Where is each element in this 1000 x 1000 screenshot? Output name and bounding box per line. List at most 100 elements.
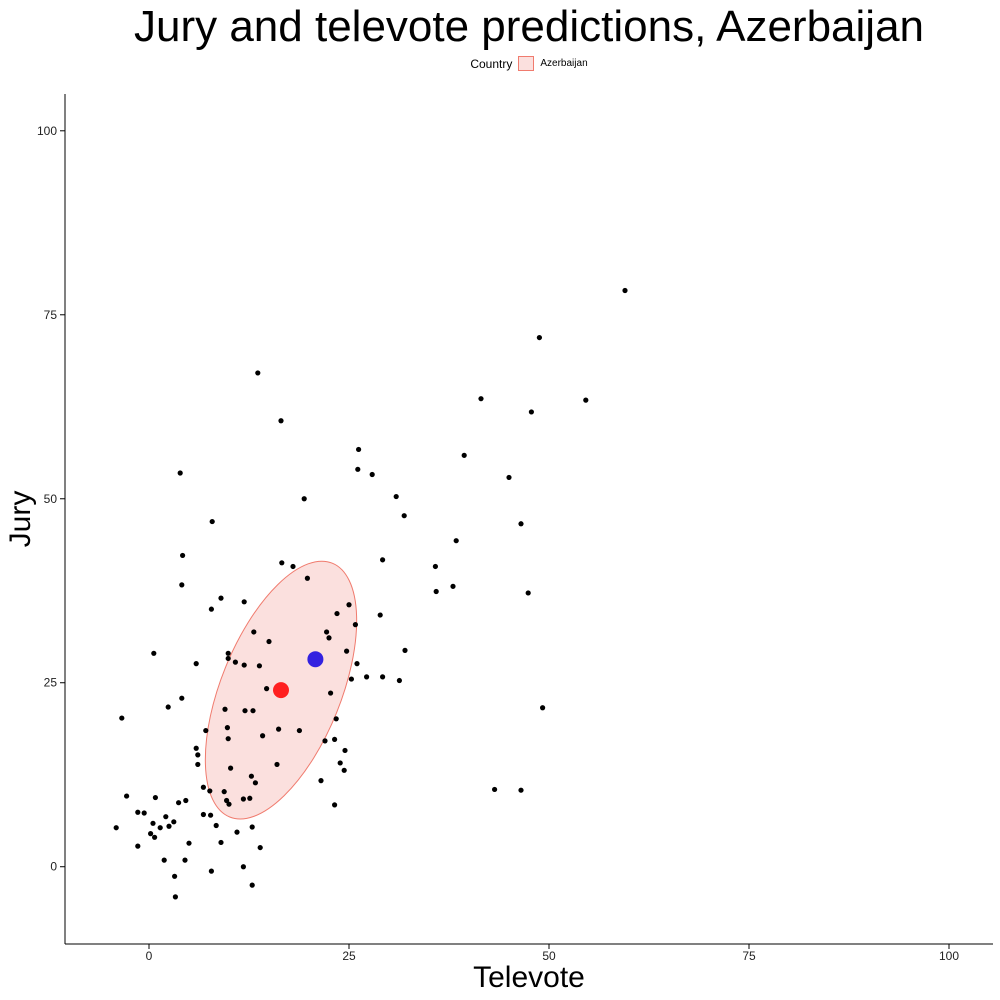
data-point	[337, 760, 343, 766]
data-point	[341, 767, 347, 773]
data-point	[333, 716, 339, 722]
data-point	[232, 659, 238, 665]
data-point	[225, 655, 231, 662]
data-point	[241, 662, 247, 668]
data-point	[518, 521, 524, 527]
data-point	[200, 811, 206, 818]
data-point	[326, 635, 332, 641]
data-point	[180, 552, 186, 559]
data-point	[228, 765, 234, 771]
data-point	[518, 787, 524, 793]
highlight-layer	[273, 651, 324, 699]
data-point	[195, 761, 201, 768]
data-point	[377, 612, 383, 618]
data-point	[225, 650, 231, 656]
data-point	[176, 800, 182, 806]
data-point	[369, 471, 375, 478]
data-point	[177, 470, 183, 476]
data-point	[279, 560, 285, 566]
data-point	[355, 466, 361, 472]
data-point	[179, 582, 185, 588]
data-point	[183, 797, 189, 804]
data-point	[393, 493, 399, 500]
y-tick-label: 50	[44, 492, 58, 506]
data-point	[301, 496, 307, 502]
data-point	[193, 745, 199, 751]
data-point	[396, 677, 402, 684]
data-point	[182, 857, 188, 863]
data-point	[432, 563, 438, 570]
data-point	[252, 780, 258, 786]
data-point	[322, 738, 328, 744]
y-axis-title: Jury	[4, 491, 37, 548]
data-point	[150, 820, 156, 826]
data-point	[166, 823, 172, 829]
data-point	[264, 686, 270, 692]
data-point	[525, 590, 531, 596]
data-point	[250, 708, 256, 714]
data-point	[492, 786, 498, 793]
data-point	[225, 736, 231, 742]
data-point	[135, 809, 141, 815]
data-point	[249, 824, 255, 830]
data-point	[461, 452, 467, 458]
y-axis-ticks: 0 25 50 75 100	[37, 124, 65, 874]
data-point	[248, 773, 254, 779]
data-point	[186, 840, 192, 846]
data-point	[163, 814, 169, 820]
x-axis-ticks: 0 25 50 75 100	[146, 944, 959, 963]
data-point	[221, 789, 227, 795]
data-point	[208, 868, 214, 874]
data-point	[324, 629, 330, 635]
data-point	[241, 599, 247, 605]
data-point	[622, 287, 628, 294]
data-point	[124, 793, 130, 799]
data-point	[380, 557, 386, 563]
data-point	[218, 595, 224, 601]
points-layer	[113, 287, 628, 900]
data-point	[152, 794, 158, 801]
data-point	[453, 538, 459, 544]
legend-key-swatch	[518, 56, 535, 71]
data-point	[203, 727, 209, 734]
data-point	[172, 873, 178, 879]
legend: Country Azerbaijan	[0, 56, 1000, 71]
y-tick-label: 0	[50, 860, 57, 874]
data-point	[348, 676, 354, 682]
data-point	[260, 733, 266, 739]
data-point	[234, 829, 240, 835]
data-point	[195, 752, 201, 758]
data-point	[536, 334, 543, 341]
data-point	[222, 706, 228, 712]
data-point	[256, 663, 262, 669]
x-tick-label: 50	[542, 949, 556, 963]
data-point	[356, 446, 362, 453]
data-point	[401, 513, 407, 519]
data-point	[304, 575, 310, 581]
data-point	[318, 778, 324, 784]
data-point	[255, 370, 261, 376]
data-point	[296, 727, 302, 734]
data-point	[266, 638, 272, 645]
data-point	[328, 690, 334, 696]
data-point	[242, 708, 248, 714]
data-point	[208, 606, 214, 612]
data-point	[249, 882, 255, 888]
data-point	[352, 622, 358, 628]
data-point	[478, 396, 484, 402]
x-tick-label: 25	[342, 949, 356, 963]
y-tick-label: 75	[44, 308, 58, 322]
data-point	[583, 397, 589, 403]
data-point	[135, 843, 141, 849]
data-point	[224, 797, 230, 804]
x-axis-title: Televote	[473, 961, 585, 994]
data-point	[171, 819, 177, 825]
legend-label-azerbaijan: Azerbaijan	[540, 58, 588, 69]
data-point	[151, 650, 157, 656]
data-point	[380, 674, 386, 680]
highlight-point-2	[307, 651, 324, 668]
data-point	[161, 857, 167, 863]
data-point	[342, 747, 348, 754]
data-point	[141, 810, 147, 816]
